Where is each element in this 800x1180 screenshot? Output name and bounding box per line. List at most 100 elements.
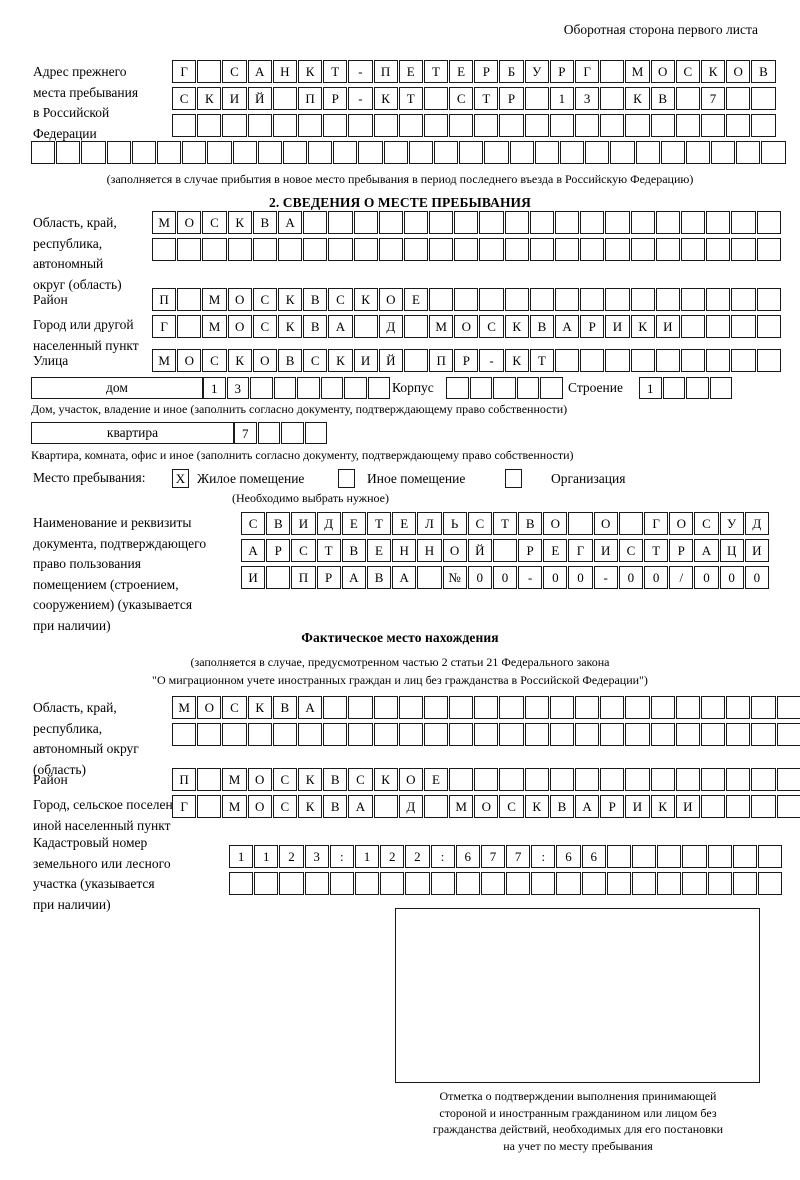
char-cell[interactable]: К — [625, 87, 650, 110]
char-cell[interactable]: К — [373, 87, 398, 110]
char-cell[interactable] — [675, 696, 700, 719]
char-cell[interactable]: В — [751, 60, 776, 83]
char-cell[interactable] — [516, 377, 539, 399]
char-cell[interactable] — [524, 114, 549, 137]
char-cell[interactable] — [403, 238, 429, 261]
region-row-2[interactable] — [152, 238, 781, 261]
char-cell[interactable]: Ь — [442, 512, 467, 535]
char-cell[interactable]: Е — [398, 60, 423, 83]
char-cell[interactable] — [403, 349, 429, 372]
char-cell[interactable] — [706, 349, 731, 372]
char-cell[interactable]: К — [297, 60, 323, 83]
char-cell[interactable]: П — [291, 566, 316, 589]
char-cell[interactable] — [540, 377, 563, 399]
char-cell[interactable] — [152, 238, 177, 261]
char-cell[interactable] — [675, 723, 700, 746]
char-cell[interactable] — [524, 768, 549, 791]
char-cell[interactable] — [353, 315, 378, 338]
char-cell[interactable] — [373, 696, 398, 719]
char-cell[interactable]: 1 — [203, 377, 226, 399]
char-cell[interactable]: В — [366, 566, 392, 589]
char-cell[interactable] — [403, 211, 429, 234]
char-cell[interactable] — [707, 845, 732, 868]
char-cell[interactable]: 7 — [700, 87, 726, 110]
char-cell[interactable]: Д — [744, 512, 769, 535]
char-cell[interactable] — [575, 696, 600, 719]
char-cell[interactable] — [506, 872, 531, 895]
char-cell[interactable]: Е — [341, 512, 366, 535]
char-cell[interactable]: 7 — [234, 422, 257, 444]
char-cell[interactable] — [484, 141, 509, 164]
char-cell[interactable] — [580, 288, 605, 311]
char-cell[interactable] — [700, 795, 726, 818]
char-cell[interactable] — [625, 768, 650, 791]
char-cell[interactable]: О — [227, 315, 252, 338]
char-cell[interactable] — [449, 723, 474, 746]
char-cell[interactable] — [632, 845, 657, 868]
char-cell[interactable]: 0 — [492, 566, 518, 589]
char-cell[interactable] — [373, 114, 398, 137]
char-cell[interactable]: Н — [272, 60, 297, 83]
char-cell[interactable] — [323, 114, 348, 137]
char-cell[interactable] — [685, 141, 711, 164]
char-cell[interactable]: И — [222, 87, 247, 110]
char-cell[interactable]: / — [669, 566, 694, 589]
char-cell[interactable]: М — [222, 768, 247, 791]
char-cell[interactable]: М — [429, 315, 454, 338]
char-cell[interactable]: И — [605, 315, 630, 338]
char-cell[interactable] — [429, 288, 454, 311]
char-cell[interactable]: Е — [449, 60, 474, 83]
char-cell[interactable] — [682, 872, 707, 895]
char-cell[interactable] — [229, 872, 254, 895]
char-cell[interactable] — [605, 349, 630, 372]
char-cell[interactable]: Б — [499, 60, 524, 83]
char-cell[interactable]: А — [694, 539, 719, 562]
char-cell[interactable] — [585, 141, 610, 164]
char-cell[interactable] — [304, 872, 329, 895]
char-cell[interactable] — [706, 238, 731, 261]
char-cell[interactable]: О — [247, 768, 272, 791]
char-cell[interactable] — [600, 60, 625, 83]
char-cell[interactable] — [479, 211, 504, 234]
char-cell[interactable]: А — [341, 566, 366, 589]
char-cell[interactable] — [156, 141, 182, 164]
char-cell[interactable] — [776, 768, 800, 791]
char-cell[interactable] — [479, 288, 504, 311]
char-cell[interactable]: И — [675, 795, 700, 818]
char-cell[interactable] — [277, 238, 303, 261]
char-cell[interactable]: П — [373, 60, 398, 83]
char-cell[interactable]: Р — [580, 315, 605, 338]
char-cell[interactable] — [625, 696, 650, 719]
char-cell[interactable] — [131, 141, 156, 164]
char-cell[interactable] — [605, 288, 630, 311]
char-cell[interactable]: О — [227, 288, 252, 311]
char-cell[interactable] — [172, 114, 197, 137]
char-cell[interactable] — [474, 723, 499, 746]
char-cell[interactable] — [686, 377, 709, 399]
char-cell[interactable]: М — [202, 315, 227, 338]
char-cell[interactable]: Д — [316, 512, 341, 535]
char-cell[interactable] — [732, 872, 757, 895]
char-cell[interactable]: П — [152, 288, 177, 311]
char-cell[interactable] — [580, 211, 605, 234]
char-cell[interactable] — [657, 845, 682, 868]
char-cell[interactable]: Г — [568, 539, 593, 562]
char-cell[interactable]: М — [172, 696, 197, 719]
char-cell[interactable] — [380, 872, 405, 895]
char-cell[interactable] — [454, 211, 479, 234]
char-cell[interactable]: С — [202, 211, 227, 234]
char-cell[interactable]: Р — [549, 60, 574, 83]
char-cell[interactable]: О — [650, 60, 675, 83]
char-cell[interactable]: И — [353, 349, 378, 372]
char-cell[interactable]: О — [398, 768, 423, 791]
char-cell[interactable]: С — [202, 349, 227, 372]
char-cell[interactable]: В — [650, 87, 675, 110]
char-cell[interactable] — [625, 723, 650, 746]
char-cell[interactable] — [423, 87, 449, 110]
char-cell[interactable] — [756, 349, 781, 372]
char-cell[interactable] — [524, 87, 549, 110]
char-cell[interactable]: В — [303, 288, 328, 311]
